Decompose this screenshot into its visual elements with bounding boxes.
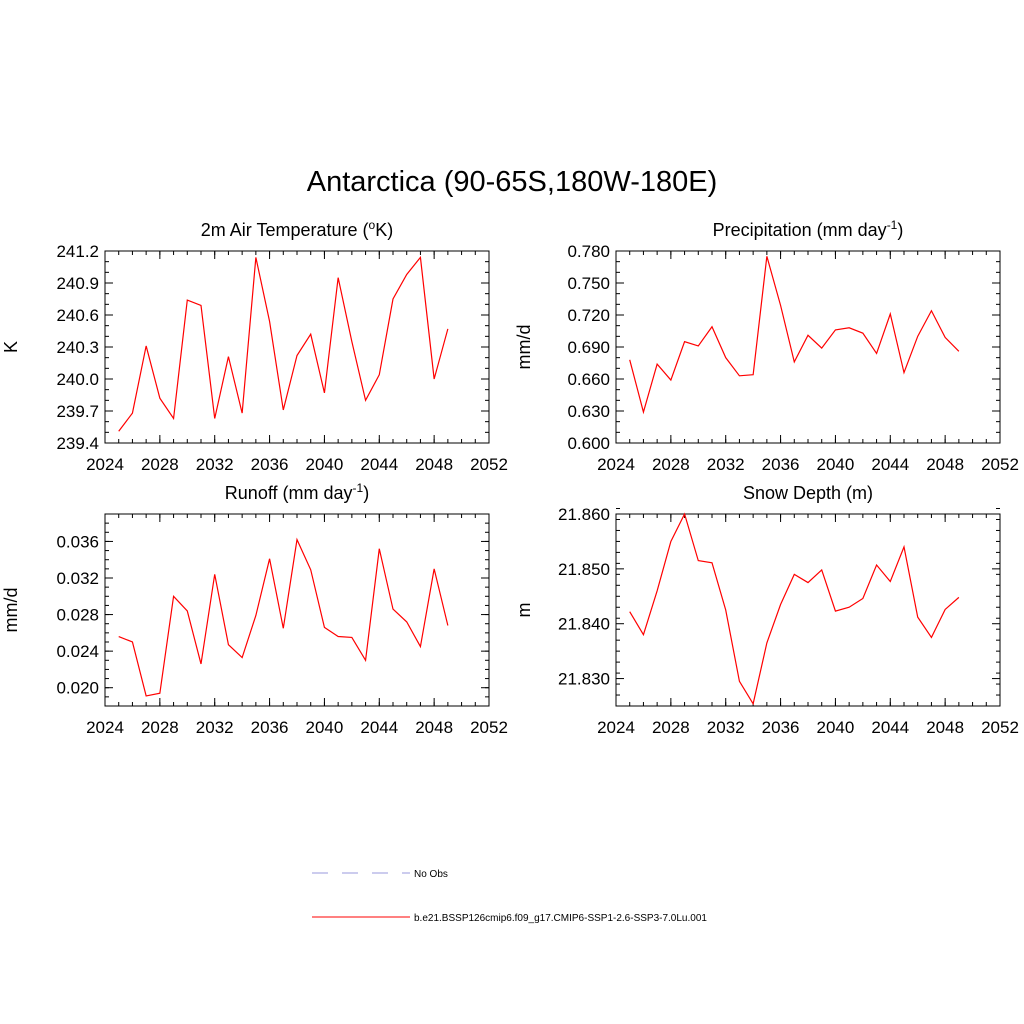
x-tick-label: 2024 [86, 718, 124, 737]
x-tick-label: 2052 [981, 718, 1019, 737]
panel-group: 2024 2028 2032 2036 2040 2044 2048 2052 239.4 239… [1, 218, 1019, 737]
panel-title: Precipitation (mm day-1) [713, 218, 904, 240]
x-tick-label: 2036 [251, 718, 289, 737]
x-tick-label: 2048 [415, 455, 453, 474]
y-tick-label: 0.690 [567, 338, 610, 357]
y-tick-label: 0.032 [56, 569, 99, 588]
x-tick-label: 2024 [597, 718, 635, 737]
plot-frame [104, 250, 490, 444]
x-tick-label: 2044 [360, 455, 398, 474]
y-tick-label: 240.3 [56, 338, 99, 357]
y-tick-label: 21.840 [558, 615, 610, 634]
y-tick-label: 0.024 [56, 642, 99, 661]
x-tick-label: 2044 [360, 718, 398, 737]
panel-title: 2m Air Temperature (oK) [201, 218, 393, 240]
y-axis-label: mm/d [514, 325, 534, 370]
legend-label-model: b.e21.BSSP126cmip6.f09_g17.CMIP6-SSP1-2.… [414, 913, 707, 924]
panel-title: Runoff (mm day-1) [225, 481, 369, 503]
y-tick-label: 21.850 [558, 560, 610, 579]
panel-2: 2024 2028 2032 2036 2040 2044 2048 2052 0.600 0.6… [514, 218, 1019, 474]
x-tick-label: 2024 [86, 455, 124, 474]
y-tick-label: 0.750 [567, 274, 610, 293]
x-tick-label: 2032 [196, 455, 234, 474]
x-tick-label: 2028 [652, 455, 690, 474]
panel-3: 2024 2028 2032 2036 2040 2044 2048 2052 0.020 0.0… [1, 481, 508, 737]
y-tick-label: 240.0 [56, 370, 99, 389]
y-tick-label: 0.780 [567, 242, 610, 261]
y-tick-label: 0.660 [567, 370, 610, 389]
x-tick-label: 2040 [306, 718, 344, 737]
x-tick-label: 2040 [817, 718, 855, 737]
y-tick-label: 240.6 [56, 306, 99, 325]
plot-frame [615, 250, 1001, 444]
panel-4: 2024 2028 2032 2036 2040 2044 2048 2052 21.830 21… [514, 483, 1019, 737]
x-tick-label: 2036 [762, 718, 800, 737]
x-tick-label: 2048 [415, 718, 453, 737]
x-tick-label: 2048 [926, 718, 964, 737]
y-tick-label: 21.860 [558, 505, 610, 524]
y-tick-label: 0.036 [56, 532, 99, 551]
y-tick-label: 0.630 [567, 402, 610, 421]
figure-title: Antarctica (90-65S,180W-180E) [306, 166, 718, 198]
x-tick-label: 2052 [470, 455, 508, 474]
plot-frame [615, 513, 1001, 707]
x-tick-label: 2044 [871, 455, 909, 474]
y-tick-label: 241.2 [56, 242, 99, 261]
panel-1: 2024 2028 2032 2036 2040 2044 2048 2052 239.4 239… [1, 218, 508, 474]
series-line [629, 512, 960, 706]
x-tick-label: 2052 [981, 455, 1019, 474]
x-tick-label: 2040 [306, 455, 344, 474]
x-tick-label: 2028 [141, 718, 179, 737]
y-tick-label: 0.720 [567, 306, 610, 325]
series-line [118, 255, 449, 432]
y-tick-label: 240.9 [56, 274, 99, 293]
x-tick-label: 2028 [141, 455, 179, 474]
x-tick-label: 2044 [871, 718, 909, 737]
x-tick-label: 2048 [926, 455, 964, 474]
y-tick-label: 0.600 [567, 434, 610, 453]
series-line [629, 256, 960, 415]
x-tick-label: 2032 [707, 718, 745, 737]
x-tick-label: 2032 [196, 718, 234, 737]
x-tick-label: 2032 [707, 455, 745, 474]
y-tick-label: 0.028 [56, 606, 99, 625]
legend: No Obs b.e21.BSSP126cmip6.f09_g17.CMIP6-… [312, 869, 707, 924]
x-tick-label: 2024 [597, 455, 635, 474]
y-axis-label: mm/d [1, 588, 21, 633]
series-line [118, 537, 449, 697]
y-tick-label: 21.830 [558, 670, 610, 689]
y-tick-label: 0.020 [56, 679, 99, 698]
x-tick-label: 2052 [470, 718, 508, 737]
x-tick-label: 2036 [762, 455, 800, 474]
legend-label-no-obs: No Obs [414, 869, 448, 880]
x-tick-label: 2040 [817, 455, 855, 474]
y-axis-label: K [1, 341, 21, 353]
y-axis-label: m [514, 603, 534, 618]
x-tick-label: 2028 [652, 718, 690, 737]
x-tick-label: 2036 [251, 455, 289, 474]
y-tick-label: 239.4 [56, 434, 99, 453]
y-tick-label: 239.7 [56, 402, 99, 421]
panel-title: Snow Depth (m) [743, 483, 873, 503]
